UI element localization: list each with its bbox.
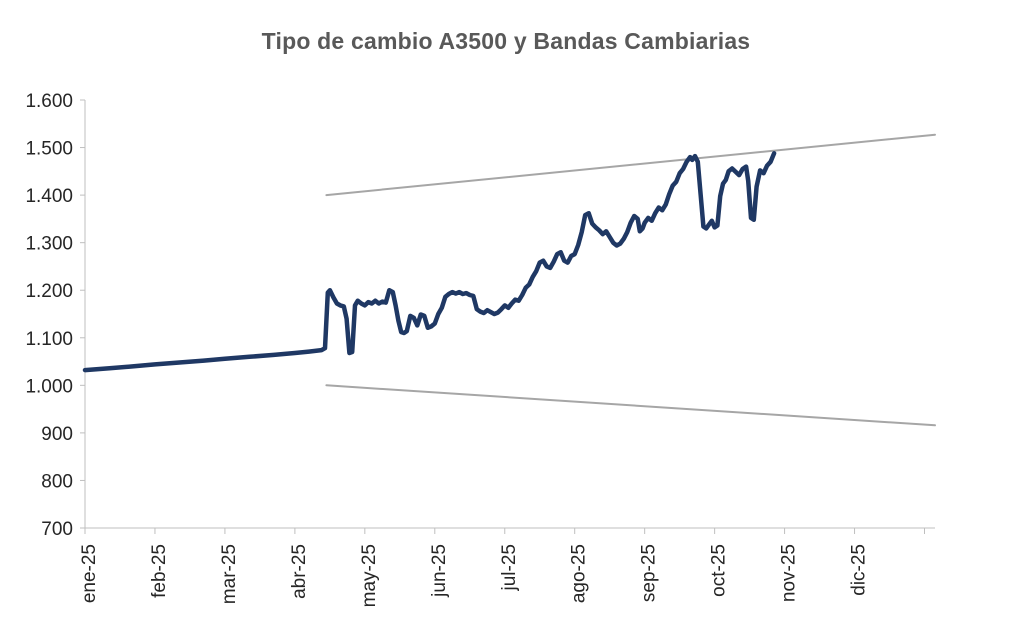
y-tick-label: 1.500 xyxy=(25,139,73,160)
x-tick-label: oct-25 xyxy=(709,544,730,597)
axes: 700 800 900 1.000 1.100 1.200 1.300 1.400 1.500 1… xyxy=(25,91,935,607)
y-tick-label: 1.400 xyxy=(25,186,73,207)
x-tick-label: ene-25 xyxy=(79,544,100,603)
y-tick-label: 700 xyxy=(41,519,73,540)
x-tick-label: feb-25 xyxy=(149,544,170,598)
chart-title: Tipo de cambio A3500 y Bandas Cambiarias xyxy=(261,28,751,54)
y-tick-label: 1.200 xyxy=(25,281,73,302)
y-tick-label: 1.600 xyxy=(25,91,73,112)
series-tipo-de-cambio-a3500 xyxy=(82,151,777,373)
x-tick-label: abr-25 xyxy=(289,544,310,599)
y-tick-label: 800 xyxy=(41,471,73,492)
y-tick-label: 900 xyxy=(41,424,73,445)
x-tick-label: dic-25 xyxy=(849,544,870,596)
y-tick-label: 1.300 xyxy=(25,234,73,255)
x-tick-label: mar-25 xyxy=(219,544,240,604)
x-tick-label: may-25 xyxy=(359,544,380,607)
x-tick-label: ago-25 xyxy=(569,544,590,603)
x-tick-label: nov-25 xyxy=(779,544,800,602)
y-tick-label: 1.000 xyxy=(25,376,73,397)
x-tick-label: sep-25 xyxy=(639,544,660,602)
series-banda-superior xyxy=(325,133,936,197)
x-tick-label: jun-25 xyxy=(429,544,450,598)
y-tick-label: 1.100 xyxy=(25,329,73,350)
x-tick-label: jul-25 xyxy=(499,544,520,591)
series-banda-inferior xyxy=(325,384,936,427)
